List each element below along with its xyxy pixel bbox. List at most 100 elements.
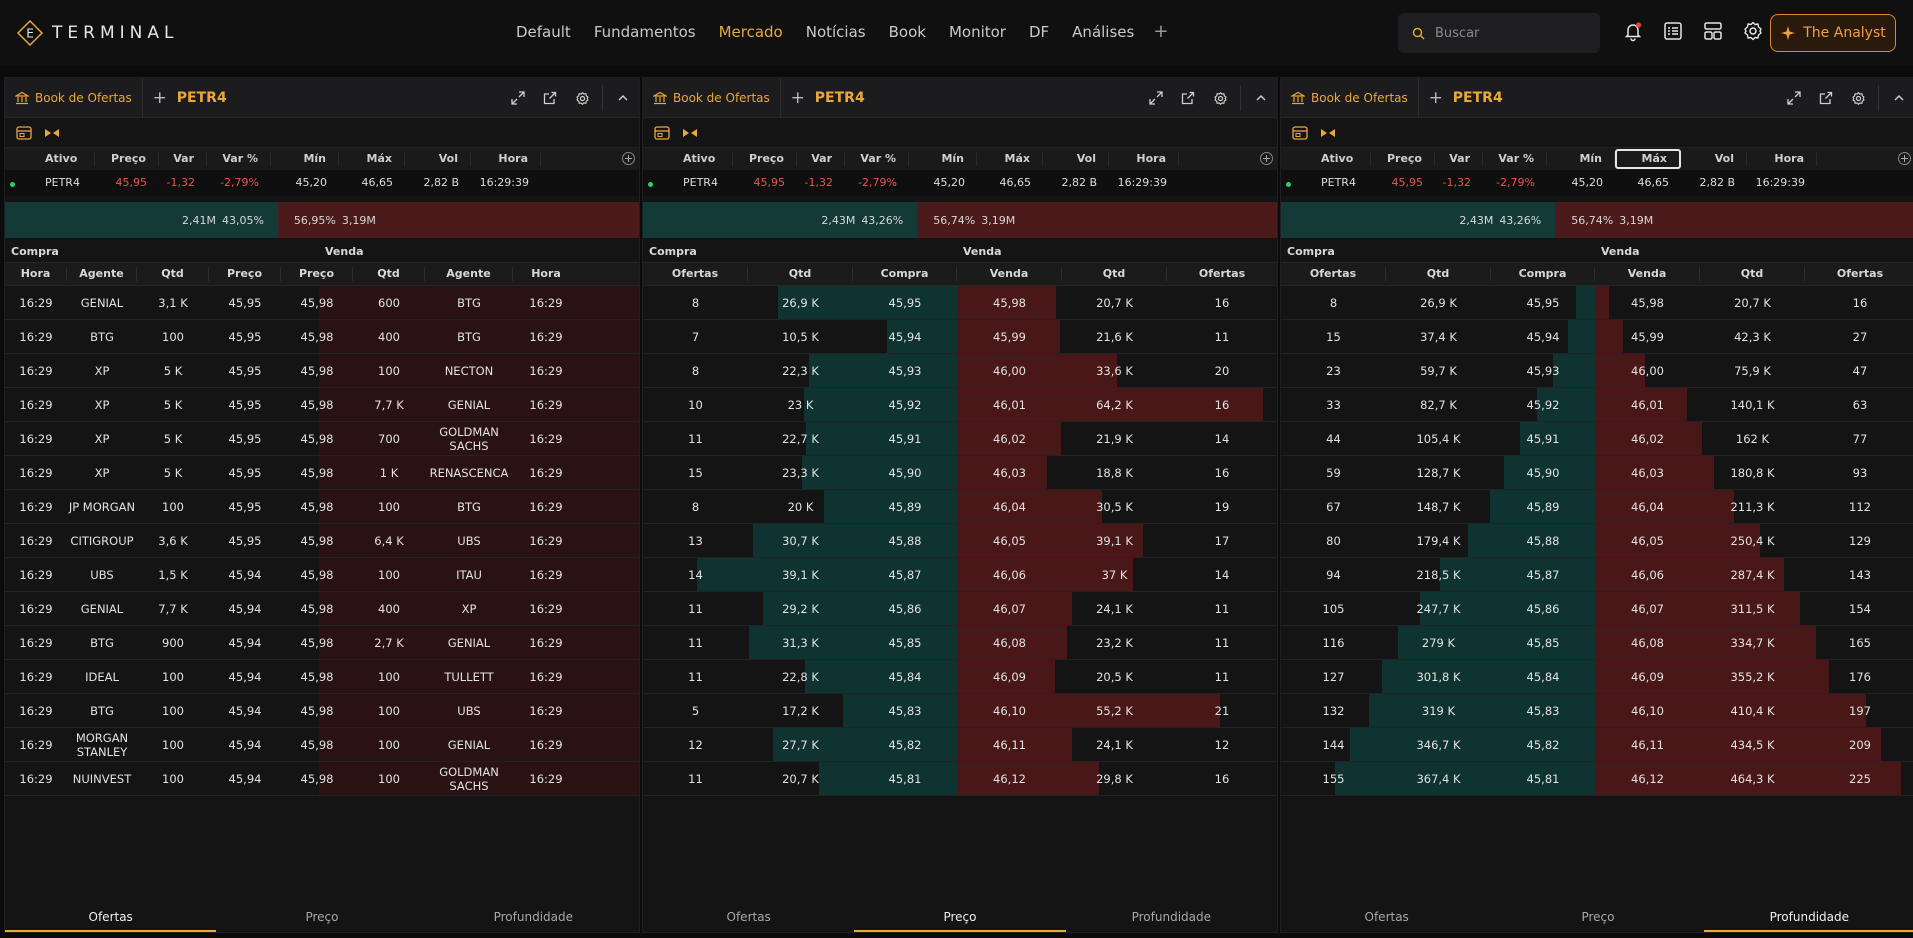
add-column-icon[interactable] xyxy=(1260,152,1273,165)
quote-col-mx[interactable]: Máx xyxy=(977,152,1043,166)
quote-col-preo[interactable]: Preço xyxy=(733,152,797,166)
book-row[interactable]: 11 22,8 K 45,84 46,09 20,5 K 11 xyxy=(643,660,1277,694)
book-row[interactable]: 16:29 GENIAL 7,7 K 45,94 45,98 400 XP 16:29 xyxy=(5,592,639,626)
book-row[interactable]: 16:29 BTG 900 45,94 45,98 2,7 K GENIAL 16:29 xyxy=(5,626,639,660)
quote-col-hora[interactable]: Hora xyxy=(1747,152,1817,166)
book-col-venda-3[interactable]: Venda xyxy=(1595,267,1700,281)
book-row[interactable]: 16:29 CITIGROUP 3,6 K 45,95 45,98 6,4 K UBS 16:… xyxy=(5,524,639,558)
book-col-agente-6[interactable]: Agente xyxy=(425,267,513,281)
book-col-agente-1[interactable]: Agente xyxy=(67,267,137,281)
panel-symbol[interactable]: PETR4 xyxy=(1452,89,1503,106)
quote-col-vol[interactable]: Vol xyxy=(1043,152,1109,166)
quote-col-mx[interactable]: Máx xyxy=(339,152,405,166)
book-row[interactable]: 8 20 K 45,89 46,04 30,5 K 19 xyxy=(643,490,1277,524)
book-row[interactable]: 16:29 BTG 100 45,95 45,98 400 BTG 16:29 xyxy=(5,320,639,354)
book-row[interactable]: 7 10,5 K 45,94 45,99 21,6 K 11 xyxy=(643,320,1277,354)
quote-col-mx[interactable]: Máx xyxy=(1615,149,1681,169)
book-row[interactable]: 144 346,7 K 45,82 46,11 434,5 K 209 xyxy=(1281,728,1913,762)
quote-col-preo[interactable]: Preço xyxy=(1371,152,1435,166)
book-col-compra-2[interactable]: Compra xyxy=(1491,267,1595,281)
book-col-ofertas-0[interactable]: Ofertas xyxy=(643,267,748,281)
add-column-icon[interactable] xyxy=(622,152,635,165)
book-row[interactable]: 13 30,7 K 45,88 46,05 39,1 K 17 xyxy=(643,524,1277,558)
book-col-qtd-2[interactable]: Qtd xyxy=(137,267,209,281)
quote-col-preo[interactable]: Preço xyxy=(95,152,159,166)
link-icon[interactable] xyxy=(43,124,61,142)
layout-icon[interactable] xyxy=(1702,20,1724,42)
book-row[interactable]: 16:29 JP MORGAN 100 45,95 45,98 100 BTG 16:29 xyxy=(5,490,639,524)
collapse-chevron-up-icon[interactable] xyxy=(1883,78,1913,118)
nav-item-default[interactable]: Default xyxy=(516,23,571,41)
tab-ofertas[interactable]: Ofertas xyxy=(1364,910,1409,924)
expand-icon[interactable] xyxy=(1140,78,1172,118)
book-row[interactable]: 16:29 UBS 1,5 K 45,94 45,98 100 ITAU 16:29 xyxy=(5,558,639,592)
book-row[interactable]: 127 301,8 K 45,84 46,09 355,2 K 176 xyxy=(1281,660,1913,694)
book-row[interactable]: 94 218,5 K 45,87 46,06 287,4 K 143 xyxy=(1281,558,1913,592)
book-row[interactable]: 67 148,7 K 45,89 46,04 211,3 K 112 xyxy=(1281,490,1913,524)
book-col-preo-4[interactable]: Preço xyxy=(281,267,353,281)
widget-icon[interactable] xyxy=(653,124,671,142)
book-col-venda-3[interactable]: Venda xyxy=(957,267,1062,281)
nav-item-fundamentos[interactable]: Fundamentos xyxy=(593,23,696,41)
quote-col-var[interactable]: Var % xyxy=(1483,152,1547,166)
book-col-compra-2[interactable]: Compra xyxy=(853,267,957,281)
book-row[interactable]: 16:29 XP 5 K 45,95 45,98 100 NECTON 16:29 xyxy=(5,354,639,388)
book-col-qtd-4[interactable]: Qtd xyxy=(1700,267,1805,281)
panel-tab-book[interactable]: Book de Ofertas xyxy=(643,77,781,118)
book-row[interactable]: 11 31,3 K 45,85 46,08 23,2 K 11 xyxy=(643,626,1277,660)
quote-col-var[interactable]: Var xyxy=(159,152,207,166)
book-row[interactable]: 11 20,7 K 45,81 46,12 29,8 K 16 xyxy=(643,762,1277,796)
tab-preco[interactable]: Preço xyxy=(305,910,339,924)
book-row[interactable]: 155 367,4 K 45,81 46,12 464,3 K 225 xyxy=(1281,762,1913,796)
add-tab-button[interactable]: + xyxy=(152,87,167,108)
collapse-chevron-up-icon[interactable] xyxy=(607,78,639,118)
book-row[interactable]: 16:29 XP 5 K 45,95 45,98 1 K RENASCENCA 16:29 xyxy=(5,456,639,490)
book-row[interactable]: 44 105,4 K 45,91 46,02 162 K 77 xyxy=(1281,422,1913,456)
quote-col-ativo[interactable]: Ativo xyxy=(5,152,95,166)
nav-item-monitor[interactable]: Monitor xyxy=(948,23,1006,41)
panel-symbol[interactable]: PETR4 xyxy=(814,89,865,106)
book-row[interactable]: 59 128,7 K 45,90 46,03 180,8 K 93 xyxy=(1281,456,1913,490)
nav-item-book[interactable]: Book xyxy=(888,23,926,41)
book-row[interactable]: 105 247,7 K 45,86 46,07 311,5 K 154 xyxy=(1281,592,1913,626)
tab-profundidade[interactable]: Profundidade xyxy=(1131,910,1212,924)
panel-settings-icon[interactable] xyxy=(1842,78,1874,118)
quote-row[interactable]: PETR4 45,95 -1,32 -2,79% 45,20 46,65 2,82 B 16:… xyxy=(643,170,1277,196)
popout-icon[interactable] xyxy=(1172,78,1204,118)
book-row[interactable]: 5 17,2 K 45,83 46,10 55,2 K 21 xyxy=(643,694,1277,728)
tab-preco[interactable]: Preço xyxy=(1581,910,1615,924)
add-tab-button[interactable]: + xyxy=(790,87,805,108)
book-col-ofertas-0[interactable]: Ofertas xyxy=(1281,267,1386,281)
tab-ofertas[interactable]: Ofertas xyxy=(726,910,771,924)
book-col-qtd-1[interactable]: Qtd xyxy=(748,267,853,281)
book-row[interactable]: 8 26,9 K 45,95 45,98 20,7 K 16 xyxy=(1281,286,1913,320)
book-row[interactable]: 16:29 MORGAN STANLEY 100 45,94 45,98 100 GENIA… xyxy=(5,728,639,762)
book-row[interactable]: 80 179,4 K 45,88 46,05 250,4 K 129 xyxy=(1281,524,1913,558)
quote-row[interactable]: PETR4 45,95 -1,32 -2,79% 45,20 46,65 2,82 B 16:… xyxy=(1281,170,1913,196)
book-row[interactable]: 14 39,1 K 45,87 46,06 37 K 14 xyxy=(643,558,1277,592)
nav-item-analises[interactable]: Análises xyxy=(1072,23,1135,41)
book-col-qtd-5[interactable]: Qtd xyxy=(353,267,425,281)
book-row[interactable]: 116 279 K 45,85 46,08 334,7 K 165 xyxy=(1281,626,1913,660)
book-row[interactable]: 15 23,3 K 45,90 46,03 18,8 K 16 xyxy=(643,456,1277,490)
nav-item-df[interactable]: DF xyxy=(1028,23,1050,41)
expand-icon[interactable] xyxy=(502,78,534,118)
quote-col-vol[interactable]: Vol xyxy=(1681,152,1747,166)
quote-col-var[interactable]: Var % xyxy=(207,152,271,166)
book-row[interactable]: 132 319 K 45,83 46,10 410,4 K 197 xyxy=(1281,694,1913,728)
list-icon[interactable] xyxy=(1662,20,1684,42)
collapse-chevron-up-icon[interactable] xyxy=(1245,78,1277,118)
quote-col-hora[interactable]: Hora xyxy=(1109,152,1179,166)
quote-col-var[interactable]: Var xyxy=(1435,152,1483,166)
gear-icon[interactable] xyxy=(1742,20,1764,42)
book-col-ofertas-5[interactable]: Ofertas xyxy=(1198,267,1246,280)
panel-symbol[interactable]: PETR4 xyxy=(176,89,227,106)
quote-col-mn[interactable]: Mín xyxy=(271,152,339,166)
search-input[interactable] xyxy=(1435,25,1585,41)
book-row[interactable]: 16:29 IDEAL 100 45,94 45,98 100 TULLETT 16:29 xyxy=(5,660,639,694)
book-row[interactable]: 16:29 NUINVEST 100 45,94 45,98 100 GOLDMAN SAC… xyxy=(5,762,639,796)
add-tab-button[interactable]: + xyxy=(1428,87,1443,108)
panel-settings-icon[interactable] xyxy=(1204,78,1236,118)
quote-col-var[interactable]: Var xyxy=(797,152,845,166)
quote-col-hora[interactable]: Hora xyxy=(471,152,541,166)
